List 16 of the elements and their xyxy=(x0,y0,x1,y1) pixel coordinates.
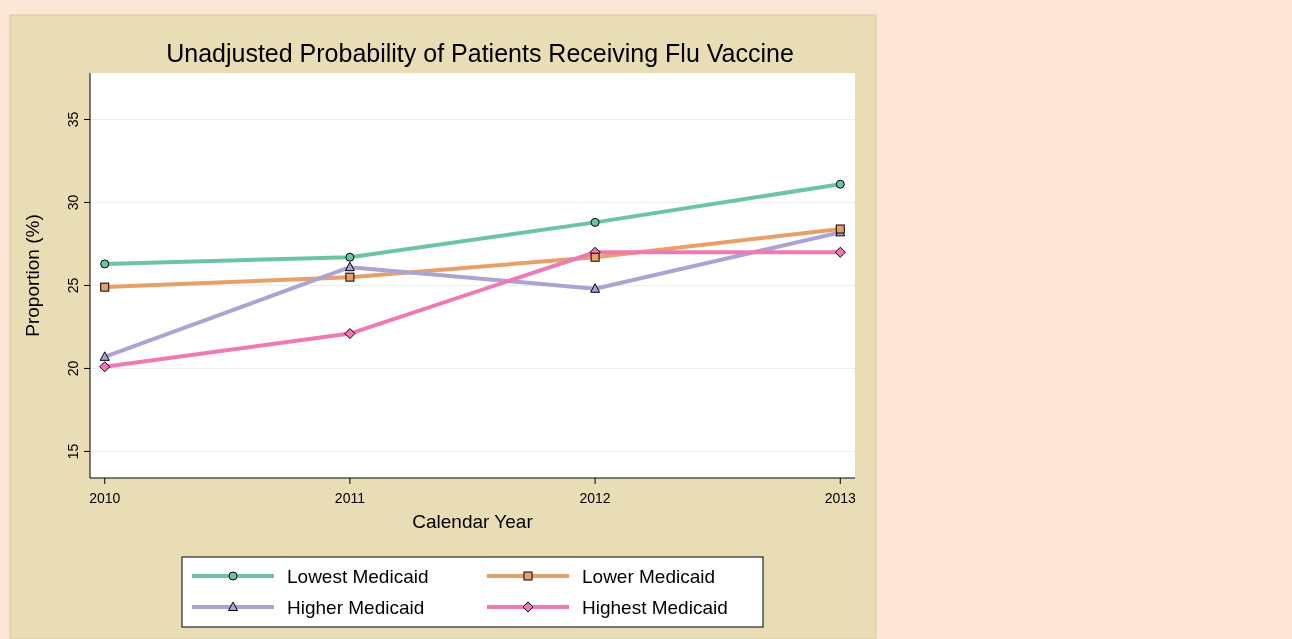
chart-title: Unadjusted Probability of Patients Receiving Flu Vaccine xyxy=(166,39,794,67)
x-tick-label: 2010 xyxy=(89,490,121,506)
y-tick-label: 15 xyxy=(65,443,81,460)
x-axis-title: Calendar Year xyxy=(412,511,534,532)
legend-label: Highest Medicaid xyxy=(582,597,728,618)
y-tick-label: 20 xyxy=(65,360,81,377)
x-tick-label: 2013 xyxy=(824,490,857,506)
x-tick-label: 2011 xyxy=(334,490,366,506)
x-tick-label: 2012 xyxy=(579,490,611,506)
legend-label: Lower Medicaid xyxy=(582,566,716,587)
y-tick-label: 30 xyxy=(65,194,81,211)
y-tick-label: 35 xyxy=(65,111,81,128)
legend-label: Lowest Medicaid xyxy=(287,566,429,587)
y-axis-title: Proportion (%) xyxy=(22,214,43,337)
y-tick-label: 25 xyxy=(65,277,81,294)
legend-label: Higher Medicaid xyxy=(287,597,425,618)
